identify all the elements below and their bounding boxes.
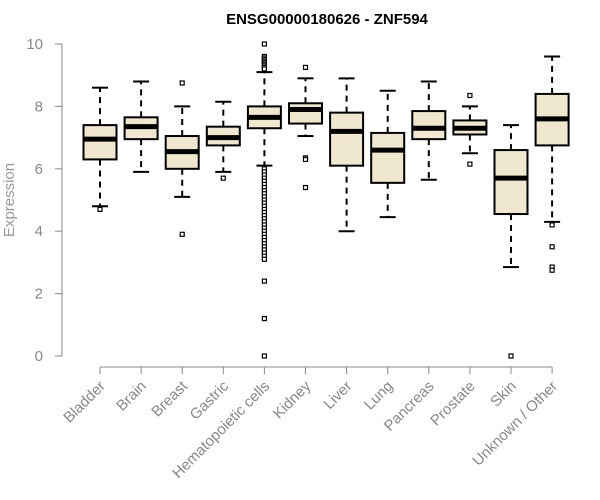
outlier-point bbox=[467, 161, 473, 167]
outlier-point bbox=[302, 64, 309, 71]
outlier-point bbox=[261, 353, 267, 359]
box-iqr bbox=[370, 131, 406, 184]
x-category-label: Bladder bbox=[60, 378, 109, 427]
box-brain bbox=[123, 80, 159, 173]
box-breast bbox=[164, 80, 200, 237]
x-category-label: Prostate bbox=[427, 378, 479, 430]
box-unknown-other bbox=[534, 55, 570, 273]
box-iqr bbox=[329, 111, 365, 167]
y-tick-label: 8 bbox=[35, 98, 43, 115]
chart-title: ENSG00000180626 - ZNF594 bbox=[226, 11, 428, 28]
outlier-point bbox=[302, 184, 309, 191]
box-gastric bbox=[205, 100, 241, 181]
box-pancreas bbox=[411, 80, 447, 181]
outlier-point bbox=[261, 41, 267, 47]
box-bladder bbox=[82, 86, 118, 212]
box-kidney bbox=[288, 64, 323, 191]
outlier-point bbox=[97, 206, 103, 212]
box-prostate bbox=[452, 92, 488, 167]
y-tick-label: 10 bbox=[26, 36, 43, 53]
y-axis: 0 2 4 6 8 10 bbox=[26, 36, 63, 365]
y-tick-label: 4 bbox=[35, 223, 43, 240]
y-tick-label: 0 bbox=[35, 348, 43, 365]
outlier-point bbox=[302, 156, 309, 163]
box-iqr bbox=[82, 124, 118, 161]
boxes-group bbox=[82, 41, 570, 359]
outlier-point bbox=[549, 244, 555, 250]
outlier-point bbox=[549, 222, 555, 228]
box-liver bbox=[329, 77, 365, 233]
x-category-label: Brain bbox=[113, 378, 150, 415]
box-hematopoietic-cells bbox=[246, 41, 282, 359]
x-category-label: Lung bbox=[361, 378, 397, 414]
y-tick-label: 6 bbox=[35, 161, 43, 178]
outlier-point bbox=[261, 66, 267, 72]
y-tick-label: 2 bbox=[35, 286, 43, 303]
y-axis-label: Expression bbox=[1, 163, 18, 237]
x-category-label: Breast bbox=[148, 377, 191, 420]
x-category-label: Liver bbox=[320, 378, 355, 413]
outlier-point bbox=[261, 256, 267, 262]
box-iqr bbox=[288, 102, 323, 125]
outlier-point bbox=[549, 267, 555, 273]
outlier-point bbox=[508, 353, 514, 359]
outlier-point bbox=[179, 80, 185, 86]
outlier-point bbox=[261, 278, 267, 284]
outlier-point bbox=[261, 315, 267, 322]
box-iqr bbox=[411, 110, 447, 141]
box-iqr bbox=[493, 149, 529, 216]
box-skin bbox=[493, 124, 529, 359]
outlier-point bbox=[220, 175, 226, 181]
x-category-label: Skin bbox=[487, 378, 520, 411]
outlier-point bbox=[179, 231, 185, 237]
outlier-point bbox=[467, 92, 473, 99]
x-category-label: Kidney bbox=[270, 377, 315, 422]
box-lung bbox=[370, 89, 406, 219]
